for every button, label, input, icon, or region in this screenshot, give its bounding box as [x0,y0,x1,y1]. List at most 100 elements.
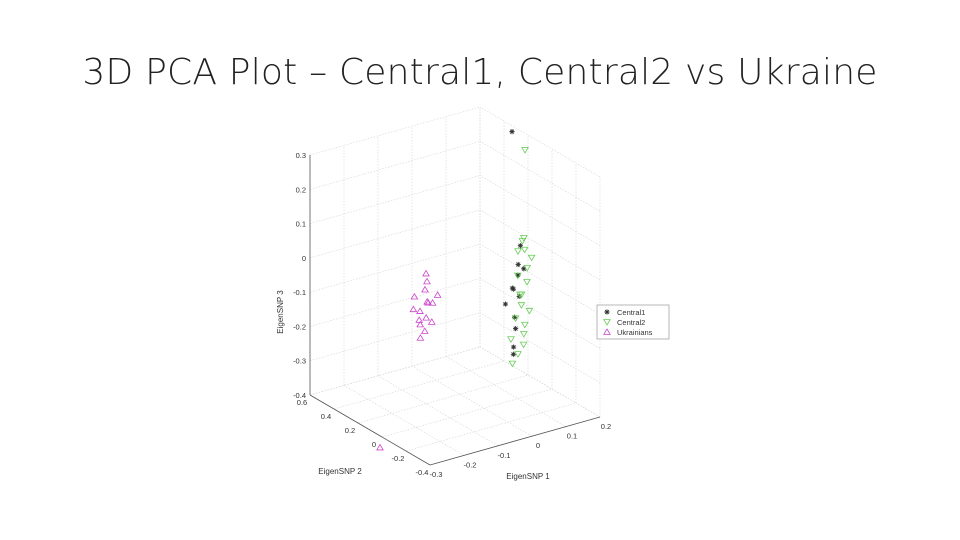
data-point [416,334,425,341]
data-point [422,313,431,321]
wall-gridline [479,278,601,349]
data-point [523,279,531,286]
x-tick-label: -0.3 [430,470,443,479]
data-point [510,286,516,292]
data-point [514,248,522,255]
data-point [410,292,419,300]
data-point [518,238,527,245]
z-tick-label: 0 [302,254,306,263]
slide-title: 3D PCA Plot – Central1, Central2 vs Ukra… [82,52,878,93]
z-tick-label: 0.3 [296,151,306,160]
data-point [510,351,516,357]
z-tick-label: -0.1 [293,288,306,297]
y-tick-label: 0.2 [345,426,355,435]
y-tick-label: 0.6 [297,398,307,407]
wall-gridline [479,243,601,315]
data-point [520,246,529,254]
data-point [376,443,384,451]
data-point [509,129,515,135]
floor-gridline [333,360,505,410]
y-tick-label: -0.4 [416,468,429,477]
data-point [515,261,521,268]
wall-gridline [479,346,601,418]
data-point [433,291,442,298]
wall-gridline [309,175,481,224]
wall-gridline [479,209,601,281]
y-tick-label: 0.4 [321,412,331,421]
data-point [416,320,425,328]
data-point [421,285,429,293]
data-point [427,318,436,325]
data-point [502,301,508,307]
z-tick-label: 0.2 [296,185,306,194]
wall-gridline [309,140,481,190]
z-axis-label: EigenSNP 3 [276,290,285,334]
legend-marker [604,309,610,315]
data-point [423,277,431,285]
data-point [519,341,528,349]
data-point [514,351,522,358]
wall-gridline [309,106,481,156]
legend-label: Ukrainians [617,328,653,337]
floor-gridline [445,356,567,427]
wall-gridline [309,243,481,293]
floor-gridline [343,385,465,456]
x-tick-label: -0.2 [464,460,477,469]
legend-marker [603,328,611,335]
data-point [508,360,517,368]
z-tick-label: -0.2 [293,322,306,331]
data-point [517,243,523,249]
data-point [520,321,529,329]
grid-layer [309,106,601,466]
data-point [416,307,424,314]
wall-gridline [479,106,601,178]
series-ukrainians [376,269,442,451]
data-point [525,307,534,315]
wall-gridline [309,346,481,396]
wall-gridline [309,278,481,327]
axes-layer [309,155,601,466]
floor-gridline [357,374,529,424]
data-point [521,147,529,154]
data-point [516,291,524,299]
series-central2 [507,147,536,368]
x-tick-label: 0 [536,441,540,450]
z-tick-label: 0.1 [296,220,306,229]
floor-gridline [377,375,499,447]
wall-gridline [479,175,601,246]
data-point [511,315,520,323]
legend-marker [603,319,611,326]
floor-gridline [405,402,577,452]
x-tick-label: -0.1 [498,451,511,460]
x-axis-label: EigenSNP 1 [506,472,550,481]
legend-label: Central2 [617,318,645,327]
x-tick-label: 0.2 [601,422,611,431]
data-point [420,327,429,334]
data-point [521,266,527,272]
data-point [513,326,519,332]
x-tick-label: 0.1 [567,432,577,441]
data-point [523,264,532,272]
floor-gridline [381,388,553,438]
data-point [527,254,536,262]
data-point [511,344,517,350]
x-axis-line [429,416,601,466]
data-point [415,316,424,323]
data-point [422,269,430,277]
data-point [424,298,433,306]
wall-gridline [309,312,481,362]
data-point [512,314,518,320]
data-point [519,331,528,338]
floor-gridline [411,365,533,437]
data-point [517,302,526,309]
wall-gridline [479,141,601,212]
data-point [428,299,437,306]
legend-label: Central1 [617,308,645,317]
z-tick-label: -0.4 [293,391,306,400]
tick-labels: -0.4-0.3-0.2-0.100.10.20.3-0.4-0.200.20.… [293,151,611,479]
wall-gridline [309,209,481,259]
data-point [513,272,522,280]
